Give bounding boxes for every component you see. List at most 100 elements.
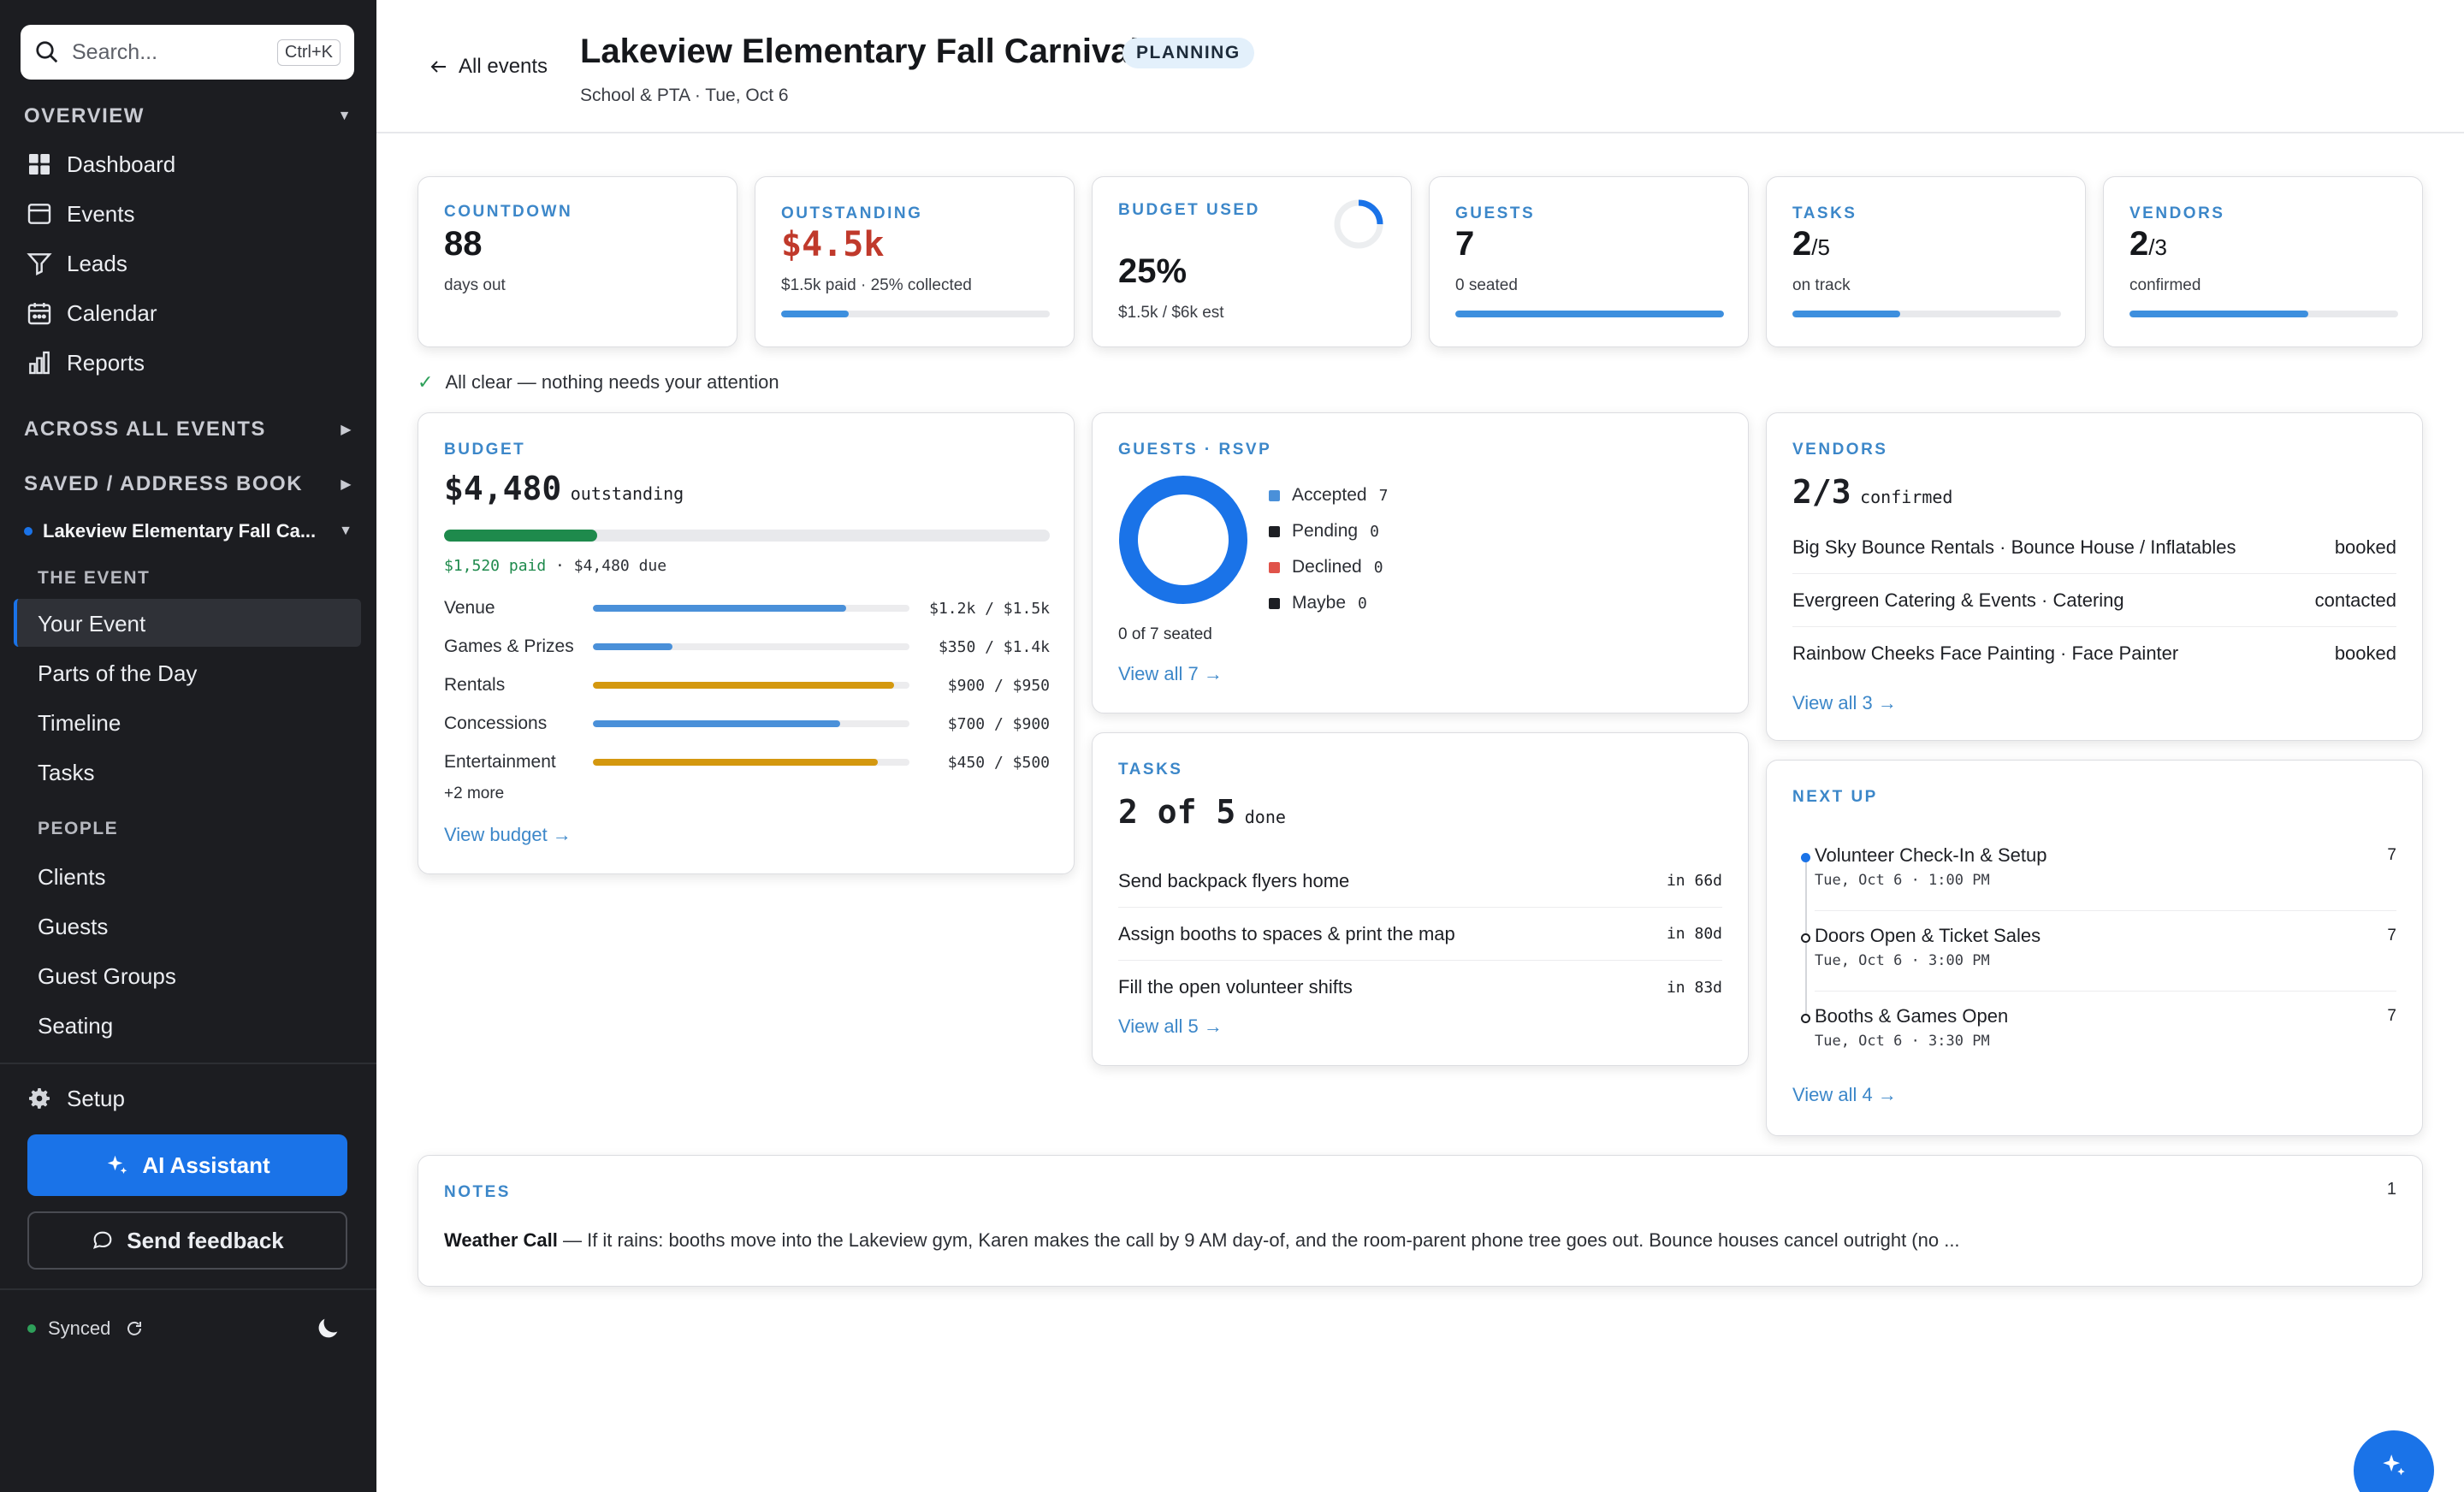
sidebar-item-label: Setup xyxy=(67,1085,125,1111)
sidebar-item-seating[interactable]: Seating xyxy=(38,1013,114,1039)
sidebar-item-clients[interactable]: Clients xyxy=(38,864,106,890)
task-row[interactable]: Assign booths to spaces & print the map i… xyxy=(1118,908,1722,961)
vendor-row[interactable]: Rainbow Cheeks Face Painting · Face Pain… xyxy=(1792,627,2396,680)
vendor-name: Evergreen Catering & Events · Catering xyxy=(1792,589,2124,611)
search-shortcut: Ctrl+K xyxy=(276,38,341,66)
timeline-dot xyxy=(1801,933,1810,943)
tasks-card-label: TASKS xyxy=(1118,761,1183,779)
sidebar-item-setup[interactable]: Setup xyxy=(26,1085,125,1112)
budget-row[interactable]: Entertainment $450 / $500 xyxy=(444,745,1050,779)
task-name: Fill the open volunteer shifts xyxy=(1118,976,1353,998)
outstanding-card[interactable]: OUTSTANDING $4.5k $1.5k paid · 25% colle… xyxy=(755,176,1075,347)
budget-more: +2 more xyxy=(444,784,505,802)
search-input[interactable]: Search... Ctrl+K xyxy=(21,25,354,80)
guests-progress xyxy=(1455,311,1724,317)
chat-bubble-icon xyxy=(93,1231,112,1249)
next-up-item[interactable]: Booths & Games Open Tue, Oct 6 · 3:30 PM 7 xyxy=(1801,1005,2396,1072)
sidebar-divider xyxy=(0,1063,376,1064)
across-events-toggle[interactable]: ACROSS ALL EVENTS ▶ xyxy=(24,417,352,441)
next-up-item[interactable]: Volunteer Check-In & Setup Tue, Oct 6 · 1… xyxy=(1801,844,2396,911)
rsvp-legend-name: Declined xyxy=(1292,557,1362,577)
task-row[interactable]: Fill the open volunteer shifts in 83d xyxy=(1118,961,1722,1014)
sidebar-item-reports[interactable]: Reports xyxy=(26,349,145,376)
ai-assistant-label: AI Assistant xyxy=(142,1152,270,1178)
budget-used-card[interactable]: BUDGET USED 25% $1.5k / $6k est xyxy=(1092,176,1412,347)
task-name: Send backpack flyers home xyxy=(1118,869,1350,891)
ai-assistant-button[interactable]: AI Assistant xyxy=(27,1134,347,1196)
next-up-item[interactable]: Doors Open & Ticket Sales Tue, Oct 6 · 3:… xyxy=(1801,925,2396,992)
view-budget-link[interactable]: View budget → xyxy=(444,824,572,845)
send-feedback-label: Send feedback xyxy=(127,1227,284,1253)
dashboard-icon xyxy=(29,154,50,175)
rsvp-donut-accepted xyxy=(1119,476,1247,604)
overview-section-toggle[interactable]: OVERVIEW ▼ xyxy=(24,104,352,128)
sidebar-item-timeline[interactable]: Timeline xyxy=(38,710,121,736)
tasks-stat-card[interactable]: TASKS 2/5 on track xyxy=(1766,176,2086,347)
view-all-vendors-link[interactable]: View all 3 → xyxy=(1792,692,1897,713)
task-due: in 83d xyxy=(1666,978,1722,997)
vendor-name: Big Sky Bounce Rentals · Bounce House / … xyxy=(1792,536,2236,558)
countdown-card[interactable]: COUNTDOWN 88 days out xyxy=(418,176,737,347)
task-due: in 80d xyxy=(1666,925,1722,943)
task-row[interactable]: Send backpack flyers home in 66d xyxy=(1118,855,1722,908)
back-to-all-events-link[interactable]: All events xyxy=(426,55,548,79)
budget-row[interactable]: Concessions $700 / $900 xyxy=(444,707,1050,741)
dark-mode-icon[interactable] xyxy=(313,1314,342,1343)
next-up-count: 7 xyxy=(2387,846,2396,864)
guests-rsvp-label: GUESTS · RSVP xyxy=(1118,441,1272,459)
budget-row-value: $450 / $500 xyxy=(947,753,1050,772)
budget-row[interactable]: Venue $1.2k / $1.5k xyxy=(444,591,1050,625)
rsvp-legend-name: Maybe xyxy=(1292,593,1347,613)
chevron-right-icon: ▶ xyxy=(341,423,352,437)
sidebar-divider xyxy=(0,1288,376,1290)
tasks-progress xyxy=(1792,311,2061,317)
view-all-tasks-link[interactable]: View all 5 → xyxy=(1118,1015,1223,1037)
vendors-stat-card[interactable]: VENDORS 2/3 confirmed xyxy=(2103,176,2423,347)
sidebar-item-tasks[interactable]: Tasks xyxy=(38,760,95,785)
vendor-name: Rainbow Cheeks Face Painting · Face Pain… xyxy=(1792,642,2179,664)
sidebar-item-guest-groups[interactable]: Guest Groups xyxy=(38,963,176,989)
next-up-title: Volunteer Check-In & Setup xyxy=(1815,844,2047,866)
current-event-toggle[interactable]: Lakeview Elementary Fall Ca... ▼ xyxy=(24,520,352,542)
send-feedback-button[interactable]: Send feedback xyxy=(27,1211,347,1270)
sidebar-item-leads[interactable]: Leads xyxy=(26,250,127,277)
page-title: Lakeview Elementary Fall Carnival xyxy=(580,33,1140,70)
refresh-icon[interactable] xyxy=(124,1318,145,1339)
budget-row[interactable]: Games & Prizes $350 / $1.4k xyxy=(444,630,1050,664)
search-placeholder: Search... xyxy=(72,39,158,64)
tasks-stat-value: 2/5 xyxy=(1792,225,1830,263)
countdown-value: 88 xyxy=(444,225,483,263)
budget-used-ring xyxy=(1334,199,1383,249)
outstanding-label: OUTSTANDING xyxy=(781,204,923,222)
calendar-icon xyxy=(27,303,51,325)
ai-assistant-fab[interactable] xyxy=(2354,1430,2434,1492)
note-item[interactable]: Weather Call — If it rains: booths move … xyxy=(444,1229,1960,1251)
vendor-status: booked xyxy=(2334,642,2396,664)
sidebar-item-events[interactable]: Events xyxy=(26,200,135,228)
vendor-row[interactable]: Evergreen Catering & Events · Catering co… xyxy=(1792,574,2396,627)
budget-row-name: Games & Prizes xyxy=(444,636,574,656)
budget-row-name: Entertainment xyxy=(444,752,556,772)
view-all-parts-link[interactable]: View all 4 → xyxy=(1792,1084,1897,1105)
sidebar-item-calendar[interactable]: Calendar xyxy=(26,299,157,327)
sidebar-item-dashboard[interactable]: Dashboard xyxy=(26,151,175,178)
saved-address-book-toggle[interactable]: SAVED / ADDRESS BOOK ▶ xyxy=(24,472,352,496)
rsvp-legend-name: Accepted xyxy=(1292,485,1367,505)
rsvp-legend-swatch xyxy=(1269,597,1280,609)
budget-row-value: $900 / $950 xyxy=(947,676,1050,695)
view-all-guests-link[interactable]: View all 7 → xyxy=(1118,663,1223,684)
outstanding-progress xyxy=(781,311,1050,317)
budget-row[interactable]: Rentals $900 / $950 xyxy=(444,668,1050,702)
notes-card[interactable]: NOTES 1 Weather Call — If it rains: boot… xyxy=(418,1155,2423,1287)
budget-row-value: $1.2k / $1.5k xyxy=(929,599,1050,618)
outstanding-sub: $1.5k paid · 25% collected xyxy=(781,276,972,294)
timeline-dot xyxy=(1801,1014,1810,1023)
vendor-row[interactable]: Big Sky Bounce Rentals · Bounce House / … xyxy=(1792,521,2396,574)
sidebar-item-guests[interactable]: Guests xyxy=(38,914,109,939)
budget-row-bar xyxy=(593,605,909,612)
sidebar-item-your-event[interactable]: Your Event xyxy=(38,611,146,636)
saved-address-book-label: SAVED / ADDRESS BOOK xyxy=(24,472,304,495)
guests-card[interactable]: GUESTS 7 0 seated xyxy=(1429,176,1749,347)
sidebar-item-parts-of-day[interactable]: Parts of the Day xyxy=(38,660,198,686)
vendors-progress xyxy=(2129,311,2398,317)
